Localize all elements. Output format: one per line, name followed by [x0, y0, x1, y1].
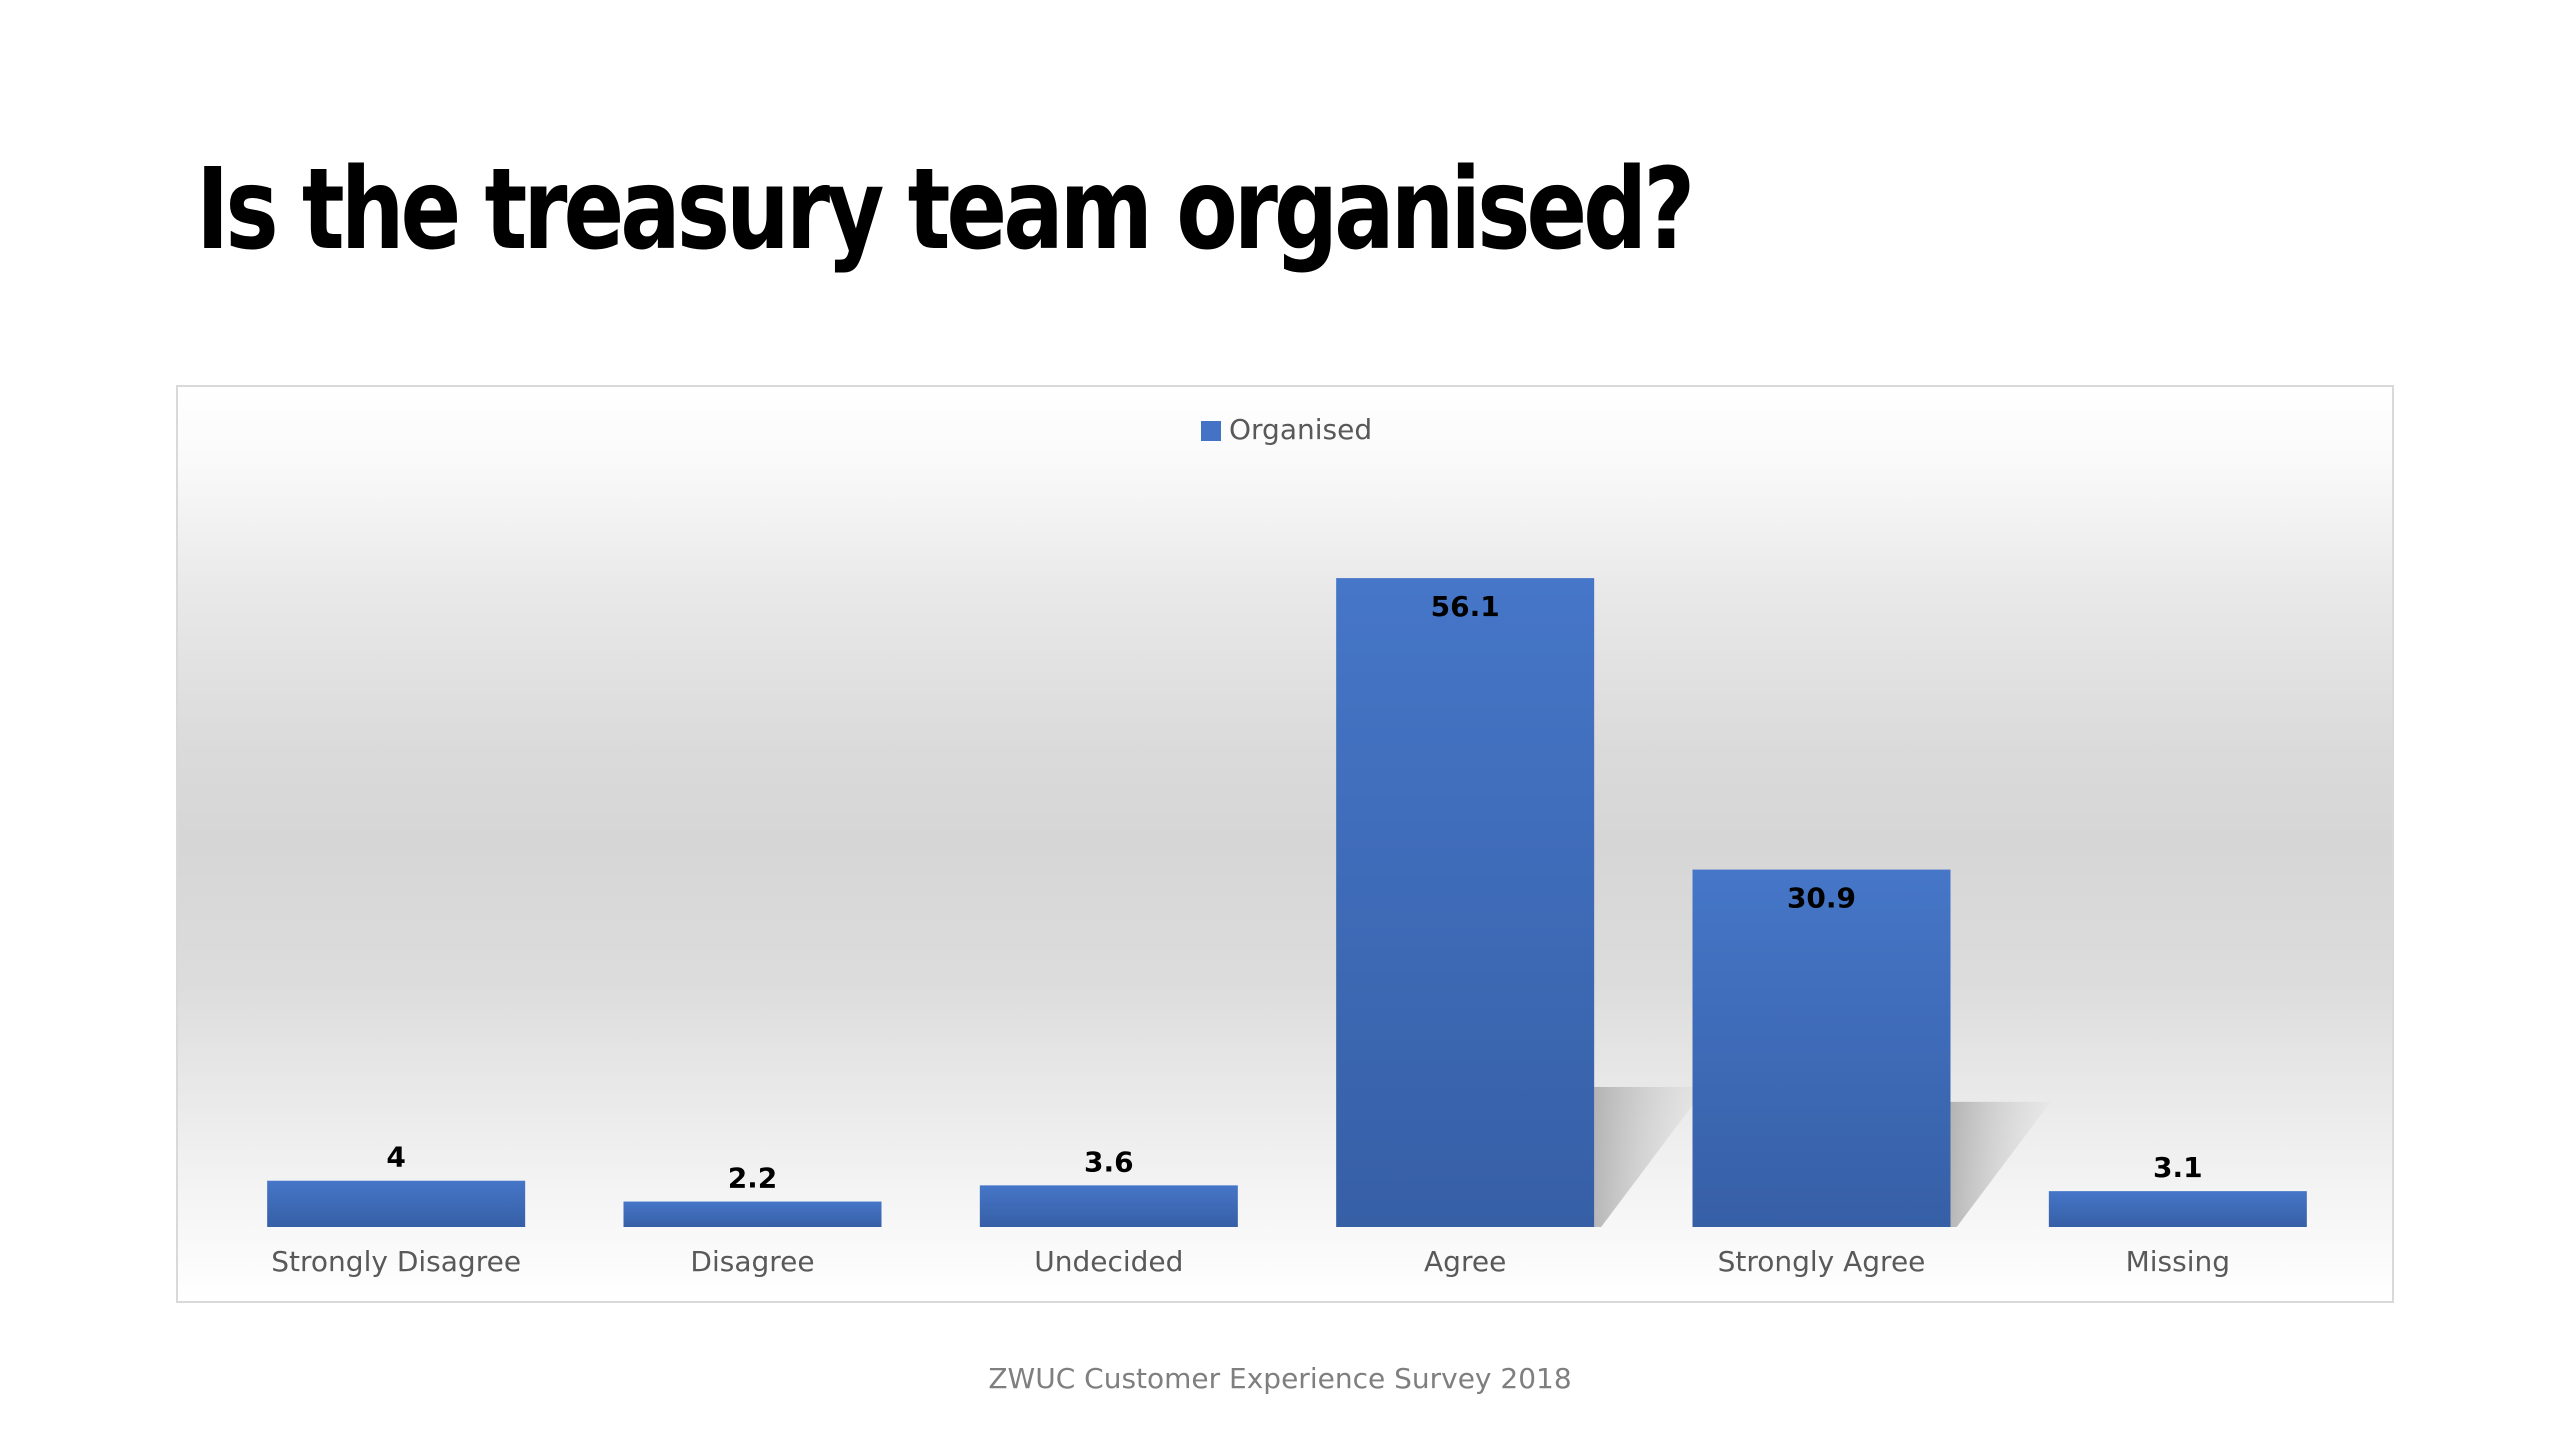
category-labels: Strongly Disagree Disagree Undecided Agree S… — [271, 1245, 2230, 1278]
bar — [2048, 1191, 2307, 1227]
bar — [623, 1201, 882, 1227]
bar — [1336, 578, 1595, 1227]
bar-chart: Organised 4 2.2 3.6 56.1 30.9 3.1 Strongly Di… — [176, 385, 2394, 1303]
category-label: Missing — [2126, 1245, 2230, 1278]
bar — [979, 1185, 1238, 1227]
category-label: Agree — [1424, 1245, 1506, 1278]
bar — [267, 1180, 526, 1227]
category-label: Strongly Disagree — [271, 1245, 521, 1278]
category-label: Disagree — [690, 1245, 814, 1278]
bar — [1692, 869, 1951, 1227]
bars — [267, 578, 2307, 1227]
data-label: 2.2 — [728, 1162, 778, 1195]
value-labels: 4 2.2 3.6 56.1 30.9 3.1 — [386, 590, 2202, 1194]
bar-shadow — [1950, 1101, 2051, 1227]
bar-shadows — [1594, 1087, 2051, 1227]
chart-plot: Organised 4 2.2 3.6 56.1 30.9 3.1 Strongly Di… — [267, 413, 2307, 1278]
chart-legend: Organised — [1201, 413, 1372, 446]
bar-shadow — [1594, 1087, 1707, 1227]
data-label: 3.1 — [2153, 1151, 2203, 1184]
slide-title: Is the treasury team organised? — [196, 145, 1695, 275]
data-label: 56.1 — [1431, 590, 1500, 623]
category-label: Undecided — [1034, 1245, 1183, 1278]
data-label: 30.9 — [1787, 882, 1856, 915]
slide-footer: ZWUC Customer Experience Survey 2018 — [988, 1362, 1572, 1395]
legend-swatch — [1201, 421, 1221, 441]
data-label: 4 — [386, 1141, 405, 1174]
data-label: 3.6 — [1084, 1145, 1134, 1178]
legend-label: Organised — [1229, 413, 1372, 446]
category-label: Strongly Agree — [1718, 1245, 1926, 1278]
